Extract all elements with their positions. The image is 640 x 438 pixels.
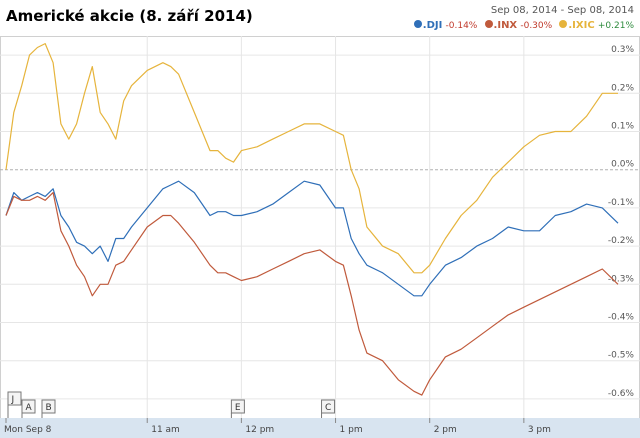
- y-tick-label: -0.2%: [608, 236, 635, 246]
- legend-item-inx[interactable]: .INX -0.30%: [484, 20, 556, 31]
- legend-change: +0.21%: [597, 21, 634, 31]
- event-flag-a: [21, 399, 36, 414]
- x-tick-label: 11 am: [151, 425, 180, 435]
- y-tick-label: -0.5%: [608, 351, 635, 361]
- x-axis-band: [0, 418, 640, 438]
- chart-header: Americké akcie (8. září 2014) Sep 08, 20…: [0, 0, 640, 34]
- y-tick-label: -0.1%: [608, 198, 635, 208]
- y-tick-label: 0.2%: [611, 83, 634, 93]
- series-line-inx: [5, 192, 619, 396]
- y-tick-label: 0.1%: [611, 122, 634, 132]
- event-flag-label: J: [11, 395, 15, 405]
- event-flag-c: [321, 399, 336, 414]
- legend-change: -0.30%: [520, 21, 553, 31]
- x-tick-label: 1 pm: [340, 425, 363, 435]
- event-flag-label: A: [26, 403, 33, 413]
- event-flag-b: [41, 399, 56, 414]
- inx-dot-icon: [484, 20, 493, 28]
- event-flag-label: C: [325, 403, 331, 413]
- legend-item-ixic[interactable]: .IXIC +0.21%: [559, 20, 634, 31]
- y-tick-label: -0.3%: [608, 274, 635, 284]
- legend: .DJI -0.14% .INX -0.30% .IXIC +0.21%: [410, 20, 634, 31]
- series-line-dji: [5, 180, 619, 297]
- event-flag-label: B: [46, 403, 52, 413]
- event-flag-e: [230, 399, 245, 414]
- y-tick-label: -0.4%: [608, 313, 635, 323]
- legend-change: -0.14%: [445, 21, 478, 31]
- chart-title: Americké akcie (8. září 2014): [6, 7, 253, 25]
- event-flag-label: E: [235, 403, 241, 413]
- series-line-ixic: [5, 43, 618, 274]
- y-tick-label: 0.3%: [611, 45, 634, 55]
- legend-name: .IXIC: [568, 20, 595, 31]
- legend-name: .DJI: [422, 20, 443, 31]
- dji-dot-icon: [413, 20, 422, 28]
- ixic-dot-icon: [559, 20, 568, 28]
- x-tick-label: 2 pm: [434, 425, 457, 435]
- legend-name: .INX: [493, 20, 518, 31]
- legend-item-dji[interactable]: .DJI -0.14%: [413, 20, 481, 31]
- x-tick-label: 3 pm: [528, 425, 551, 435]
- x-tick-label: 12 pm: [245, 425, 274, 435]
- y-tick-label: -0.6%: [608, 389, 635, 399]
- event-flag-j: [7, 391, 22, 406]
- y-tick-label: 0.0%: [611, 160, 634, 170]
- x-tick-label: Mon Sep 8: [4, 425, 52, 435]
- date-range: Sep 08, 2014 - Sep 08, 2014: [490, 5, 634, 16]
